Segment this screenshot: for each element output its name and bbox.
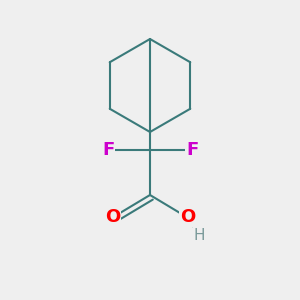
Text: O: O [180,208,195,226]
Text: O: O [105,208,120,226]
Text: F: F [102,141,114,159]
Text: H: H [194,228,205,243]
Text: F: F [186,141,198,159]
